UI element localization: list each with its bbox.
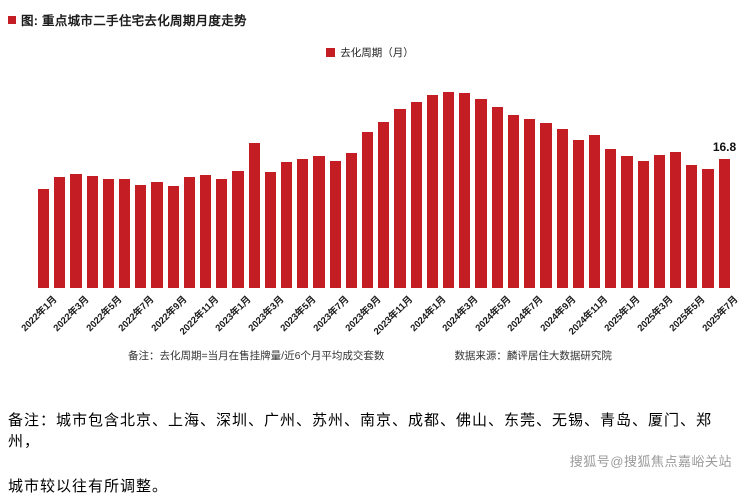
- chart-title: 图: 重点城市二手住宅去化周期月度走势: [21, 14, 247, 28]
- bar: [232, 170, 244, 288]
- bar: [167, 186, 179, 288]
- legend: 去化周期（月）: [0, 45, 740, 60]
- bar-chart: 16.8 2022年1月 2022年3月 2022年5月 2022年7月 2022年9月…: [19, 80, 740, 346]
- bar: [135, 184, 147, 288]
- bars: 16.8: [38, 80, 736, 288]
- bar: [151, 182, 163, 288]
- title-bullet-icon: [8, 15, 16, 24]
- bar: [718, 158, 730, 288]
- bar: [313, 156, 325, 288]
- bar: [540, 123, 552, 288]
- bar: [378, 122, 390, 288]
- bar: [443, 91, 455, 288]
- legend-label: 去化周期（月）: [340, 47, 414, 59]
- bar-value-label: 16.8: [712, 140, 737, 154]
- bar: [119, 178, 131, 288]
- bottom-note-line2: 城市较以往有所调整。: [8, 479, 169, 495]
- bar: [281, 161, 293, 288]
- bar: [264, 172, 277, 288]
- bar: [556, 129, 568, 288]
- bar: [216, 178, 228, 288]
- bar: [183, 177, 196, 288]
- bar: [410, 101, 422, 288]
- bar: [588, 135, 601, 288]
- footnote-source: 数据来源：麟评居住大数据研究院: [454, 350, 612, 362]
- bar: [605, 148, 617, 288]
- bottom-note-line1: 备注：城市包含北京、上海、深圳、广州、苏州、南京、成都、佛山、东莞、无锡、青岛、…: [8, 413, 713, 450]
- bar: [394, 108, 406, 288]
- footnote-formula: 备注：去化周期=当月在售挂牌量/近6个月平均成交套数: [128, 350, 385, 362]
- figure-header: 图: 重点城市二手住宅去化周期月度走势: [0, 0, 740, 29]
- bar: [686, 164, 698, 288]
- bar: [54, 177, 66, 288]
- bar: [248, 143, 260, 288]
- bar: [329, 160, 341, 288]
- bar: [475, 98, 487, 288]
- bar: [702, 168, 714, 288]
- bar: [459, 93, 471, 288]
- bar: [70, 174, 82, 288]
- bar: [426, 95, 439, 288]
- bar: [345, 153, 358, 288]
- x-axis: 2022年1月 2022年3月 2022年5月 2022年7月 2022年9月 2022年…: [19, 288, 740, 346]
- legend-swatch-icon: [326, 48, 336, 57]
- bar: [362, 132, 374, 288]
- bar: [297, 158, 309, 288]
- bar: [524, 119, 536, 288]
- bar: [86, 176, 98, 288]
- bar: [38, 189, 50, 288]
- chart-footnotes: 备注：去化周期=当月在售挂牌量/近6个月平均成交套数 数据来源：麟评居住大数据研…: [0, 348, 740, 363]
- watermark: 搜狐号@搜狐焦点嘉峪关站: [569, 454, 732, 469]
- bar: [637, 160, 649, 288]
- bar: [572, 140, 584, 288]
- bar: [200, 174, 212, 288]
- bar: [102, 179, 115, 288]
- bar: [653, 154, 665, 288]
- bar: [669, 152, 682, 288]
- bar: [507, 115, 520, 288]
- bar: [621, 156, 633, 288]
- bar: [491, 106, 503, 288]
